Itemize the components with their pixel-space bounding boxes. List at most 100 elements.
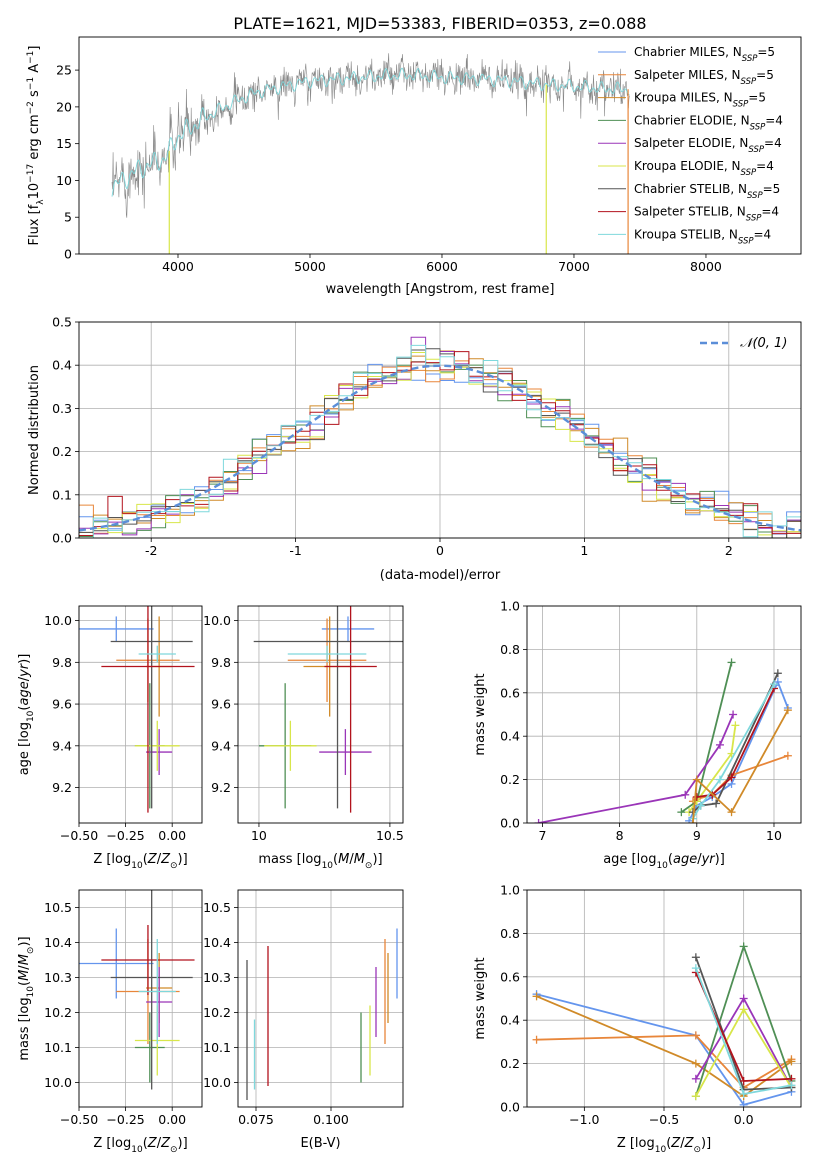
y-tick-label: 10.4	[44, 935, 72, 950]
y-tick-label: 0.0	[500, 1100, 520, 1115]
legend-label: Chabrier ELODIE, NSSP=4	[634, 113, 783, 132]
y-tick-label: 10.5	[44, 900, 72, 915]
y-tick-label: 1.0	[500, 883, 520, 898]
y-tick-label: 0.6	[500, 685, 520, 700]
y-tick-label: 9.6	[52, 697, 72, 712]
errorbar-chabrier-elodie	[134, 1012, 165, 1083]
y-tick-label: 10.0	[44, 1075, 72, 1090]
mass-weight-vs-Z-xlabel: Z [log10(Z/Z⊙)]	[617, 1136, 711, 1155]
y-tick-label: 0.4	[52, 358, 72, 373]
x-tick-label: 0.00	[158, 828, 186, 843]
errorbar-chabrier-stelib	[110, 890, 193, 1090]
chart-layer: 4000 5000 6000 7000 80000510152025wavelength…	[17, 36, 802, 1155]
x-tick-label: 0.00	[158, 1112, 186, 1127]
x-tick-label: 0.0	[734, 1112, 754, 1127]
legend-label: Chabrier STELIB, NSSP=5	[634, 182, 780, 201]
mass-vs-Z-axes: −0.50 −0.25 0.00 10.0 10.1 10.2 10.3 10.4 10.5	[44, 890, 202, 1127]
age-vs-Z-ylabel: age [log10(age/yr)]	[17, 654, 36, 776]
y-tick-label: 10.3	[203, 970, 231, 985]
errorbar-salpeter-stelib	[324, 606, 377, 813]
y-tick-label: 0.8	[500, 642, 520, 657]
errorbar-kroupa-stelib	[138, 645, 176, 663]
x-tick-label: −0.5	[649, 1112, 679, 1127]
spectrum-frame	[78, 36, 802, 255]
mass-weight-vs-age-ylabel: mass weight	[473, 673, 488, 755]
age-vs-Z-axes: −0.50 −0.25 0.00 9.2 9.4 9.6 9.8 10.0	[44, 606, 202, 843]
y-tick-label: 0.2	[500, 772, 520, 787]
y-tick-label: 0	[64, 247, 72, 262]
mass-weight-vs-Z-axes: −1.0 −0.5 0.0 0.0 0.2 0.4 0.6 0.8 1.0	[500, 883, 801, 1127]
y-tick-label: 0.6	[500, 969, 520, 984]
y-tick-label: 9.8	[52, 655, 72, 670]
legend-label: Salpeter ELODIE, NSSP=4	[634, 136, 782, 155]
mass-weight-vs-Z-ylabel: mass weight	[473, 957, 488, 1039]
y-tick-label: 0.0	[52, 531, 72, 546]
legend-label: Chabrier MILES, NSSP=5	[634, 45, 775, 64]
legend-label: Kroupa MILES, NSSP=5	[634, 91, 766, 110]
series-kroupa-elodie	[691, 1005, 796, 1101]
normal-legend-label: 𝒩(0, 1)	[740, 336, 787, 351]
errorbar-kroupa-elodie	[264, 720, 317, 771]
x-tick-label: 1	[580, 543, 588, 558]
x-tick-label: −0.50	[60, 828, 98, 843]
x-tick-label: 7	[538, 828, 546, 843]
y-tick-label: 0.3	[52, 401, 72, 416]
errorbar-salpeter-elodie	[319, 729, 372, 776]
y-tick-label: 0.4	[500, 729, 520, 744]
residuals-axes: -2 -1 0 1 2 0.0 0.1 0.2 0.3 0.4 0.5	[52, 315, 801, 558]
mass-vs-Z-frame	[78, 889, 203, 1108]
x-tick-label: 5000	[294, 259, 326, 274]
spectrum-axes: 4000 5000 6000 7000 8000 0 5 10 15 20 25	[56, 63, 722, 274]
histogram-chabrier-miles	[79, 363, 801, 538]
x-tick-label: 7000	[558, 259, 590, 274]
y-tick-label: 10.4	[203, 935, 231, 950]
x-tick-label: 0	[436, 543, 444, 558]
y-tick-label: 5	[64, 210, 72, 225]
legend-label: Salpeter MILES, NSSP=5	[634, 68, 774, 87]
errorbar-kroupa-stelib	[138, 939, 176, 1044]
y-tick-label: 0.8	[500, 926, 520, 941]
age-vs-mass-xlabel: mass [log10(M/M⊙)]	[258, 852, 382, 871]
series-kroupa-elodie	[685, 721, 740, 817]
normal-curve	[79, 364, 801, 532]
series-kroupa-stelib	[691, 964, 796, 1098]
y-tick-label: 0.2	[500, 1056, 520, 1071]
x-tick-label: -2	[145, 543, 157, 558]
errorbar-kroupa-stelib	[287, 645, 367, 663]
y-tick-label: 10.2	[203, 1005, 231, 1020]
x-tick-label: −1.0	[569, 1112, 599, 1127]
mass-vs-EBV-xlabel: E(B-V)	[300, 1136, 340, 1151]
histogram-kroupa-stelib	[79, 344, 801, 538]
x-tick-label: −0.50	[60, 1112, 98, 1127]
mass-vs-EBV-axes: 0.075 0.100 10.0 10.1 10.2 10.3 10.4 10.5	[203, 890, 403, 1127]
x-tick-label: 9	[693, 828, 701, 843]
y-tick-label: 10.5	[203, 900, 231, 915]
residuals-ylabel: Normed distribution	[27, 365, 42, 495]
y-tick-label: 9.2	[52, 780, 72, 795]
legend-label: Kroupa ELODIE, NSSP=4	[634, 159, 774, 178]
series-salpeter-stelib	[692, 684, 778, 801]
errorbar-salpeter-elodie	[146, 729, 173, 776]
y-tick-label: 9.4	[52, 738, 72, 753]
y-tick-label: 20	[56, 99, 72, 114]
age-vs-Z-xlabel: Z [log10(Z/Z⊙)]	[93, 852, 187, 871]
errorbar-chabrier-stelib	[253, 606, 403, 809]
y-tick-label: 10.1	[44, 1040, 72, 1055]
x-tick-label: 0.075	[238, 1112, 274, 1127]
age-vs-mass-axes: 10 10.5 9.2 9.4 9.6 9.8 10.0	[203, 606, 404, 843]
y-tick-label: 10.1	[203, 1040, 231, 1055]
errorbar-chabrier-miles	[79, 616, 154, 642]
x-tick-label: 2	[725, 543, 733, 558]
mass-vs-Z-ylabel: mass [log10(M/M⊙)]	[17, 936, 36, 1060]
mass-vs-EBV-frame	[237, 889, 404, 1108]
errorbar-kroupa-elodie	[134, 720, 180, 771]
y-tick-label: 10.3	[44, 970, 72, 985]
spectrum-xlabel: wavelength [Angstrom, rest frame]	[326, 282, 555, 297]
x-tick-label: 10.5	[376, 828, 404, 843]
histogram-chabrier-stelib	[79, 348, 801, 538]
spectrum-model-line	[111, 67, 630, 197]
errorbar-salpeter-elodie	[146, 967, 173, 1037]
y-tick-label: 10.2	[44, 1005, 72, 1020]
spectrum-data-line	[111, 53, 630, 218]
residuals-frame	[78, 321, 802, 539]
